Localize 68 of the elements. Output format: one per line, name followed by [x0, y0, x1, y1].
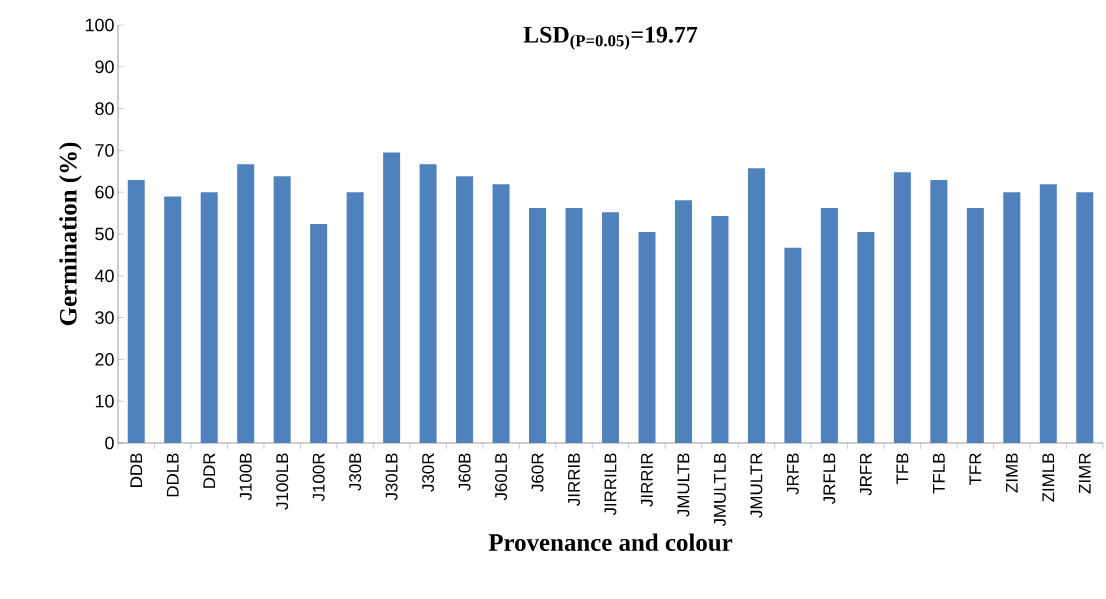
x-tick-label: J30LB [385, 453, 398, 501]
y-tick-label: 60 [95, 185, 114, 199]
bar [383, 152, 401, 443]
bar [273, 176, 291, 443]
bar [310, 223, 328, 443]
bar [346, 192, 364, 443]
y-tick-label: 40 [94, 269, 114, 283]
x-tick-label: J100R [312, 453, 325, 502]
bar [711, 216, 729, 443]
x-tick-label: JMULTR [750, 453, 763, 518]
bar [1076, 192, 1094, 443]
y-tick-label: 70 [95, 144, 114, 157]
bar [565, 208, 583, 443]
x-tick-label: J60R [531, 453, 544, 492]
bar [784, 247, 802, 443]
x-tick-label: JIRRIR [641, 453, 653, 507]
x-tick-label: J100LB [276, 453, 289, 510]
y-axis-title: Germination (%) [59, 142, 82, 326]
chart-title: LSD$_{(P=0.05)}$=19.77 [523, 26, 698, 50]
y-tick-label: 20 [95, 353, 114, 366]
x-tick-label: J30R [422, 453, 435, 492]
x-tick-label: JMULTLB [714, 453, 726, 527]
y-tick-label: 50 [95, 227, 114, 241]
bar [966, 208, 984, 443]
bar [857, 231, 875, 443]
x-tick-label: JMULTB [677, 453, 690, 517]
bar [930, 180, 948, 443]
x-tick-label: TFLB [933, 453, 945, 494]
bar [492, 184, 510, 443]
x-axis-title: Provenance and colour [488, 533, 733, 551]
x-tick-label: DDR [203, 453, 216, 488]
bar [419, 164, 437, 443]
x-tick-label: TFB [896, 453, 909, 485]
x-tick-label: JIRRIB [568, 453, 580, 506]
x-tick-label: TFR [969, 453, 982, 486]
x-tick-label: JRFB [787, 453, 799, 495]
x-tick-label: DDLB [166, 453, 179, 497]
y-tick-label: 80 [95, 102, 114, 115]
bar [237, 164, 255, 443]
x-tick-label: J100B [239, 453, 252, 501]
bar [529, 208, 547, 443]
x-tick-label: ZIMB [1005, 453, 1018, 493]
bar [127, 180, 145, 443]
x-tick-label: J60B [458, 453, 471, 491]
bar [200, 192, 218, 443]
bar [164, 196, 182, 443]
bar [747, 168, 765, 443]
y-tick-label: 90 [95, 60, 114, 74]
bar [1039, 184, 1057, 443]
bar [674, 200, 692, 443]
bar [456, 176, 474, 443]
x-tick-label: JRFLB [823, 453, 836, 505]
y-tick-label: 30 [95, 311, 114, 324]
bar [893, 172, 911, 443]
y-tick-label: 0 [105, 436, 114, 450]
y-tick-label: 10 [95, 394, 114, 408]
x-tick-label: ZIMR [1078, 453, 1091, 494]
x-tick-label: DDB [130, 453, 143, 487]
x-tick-label: J60LB [495, 453, 508, 501]
bar [1003, 192, 1021, 443]
bar [602, 212, 619, 443]
y-tick-label: 100 [85, 18, 114, 32]
bar [638, 231, 656, 443]
x-tick-label: ZIMLB [1042, 453, 1055, 502]
bar [820, 208, 838, 443]
x-tick-label: JRFR [859, 453, 872, 496]
x-tick-label: JIRRILB [604, 453, 617, 516]
x-tick-label: J30B [349, 453, 362, 491]
